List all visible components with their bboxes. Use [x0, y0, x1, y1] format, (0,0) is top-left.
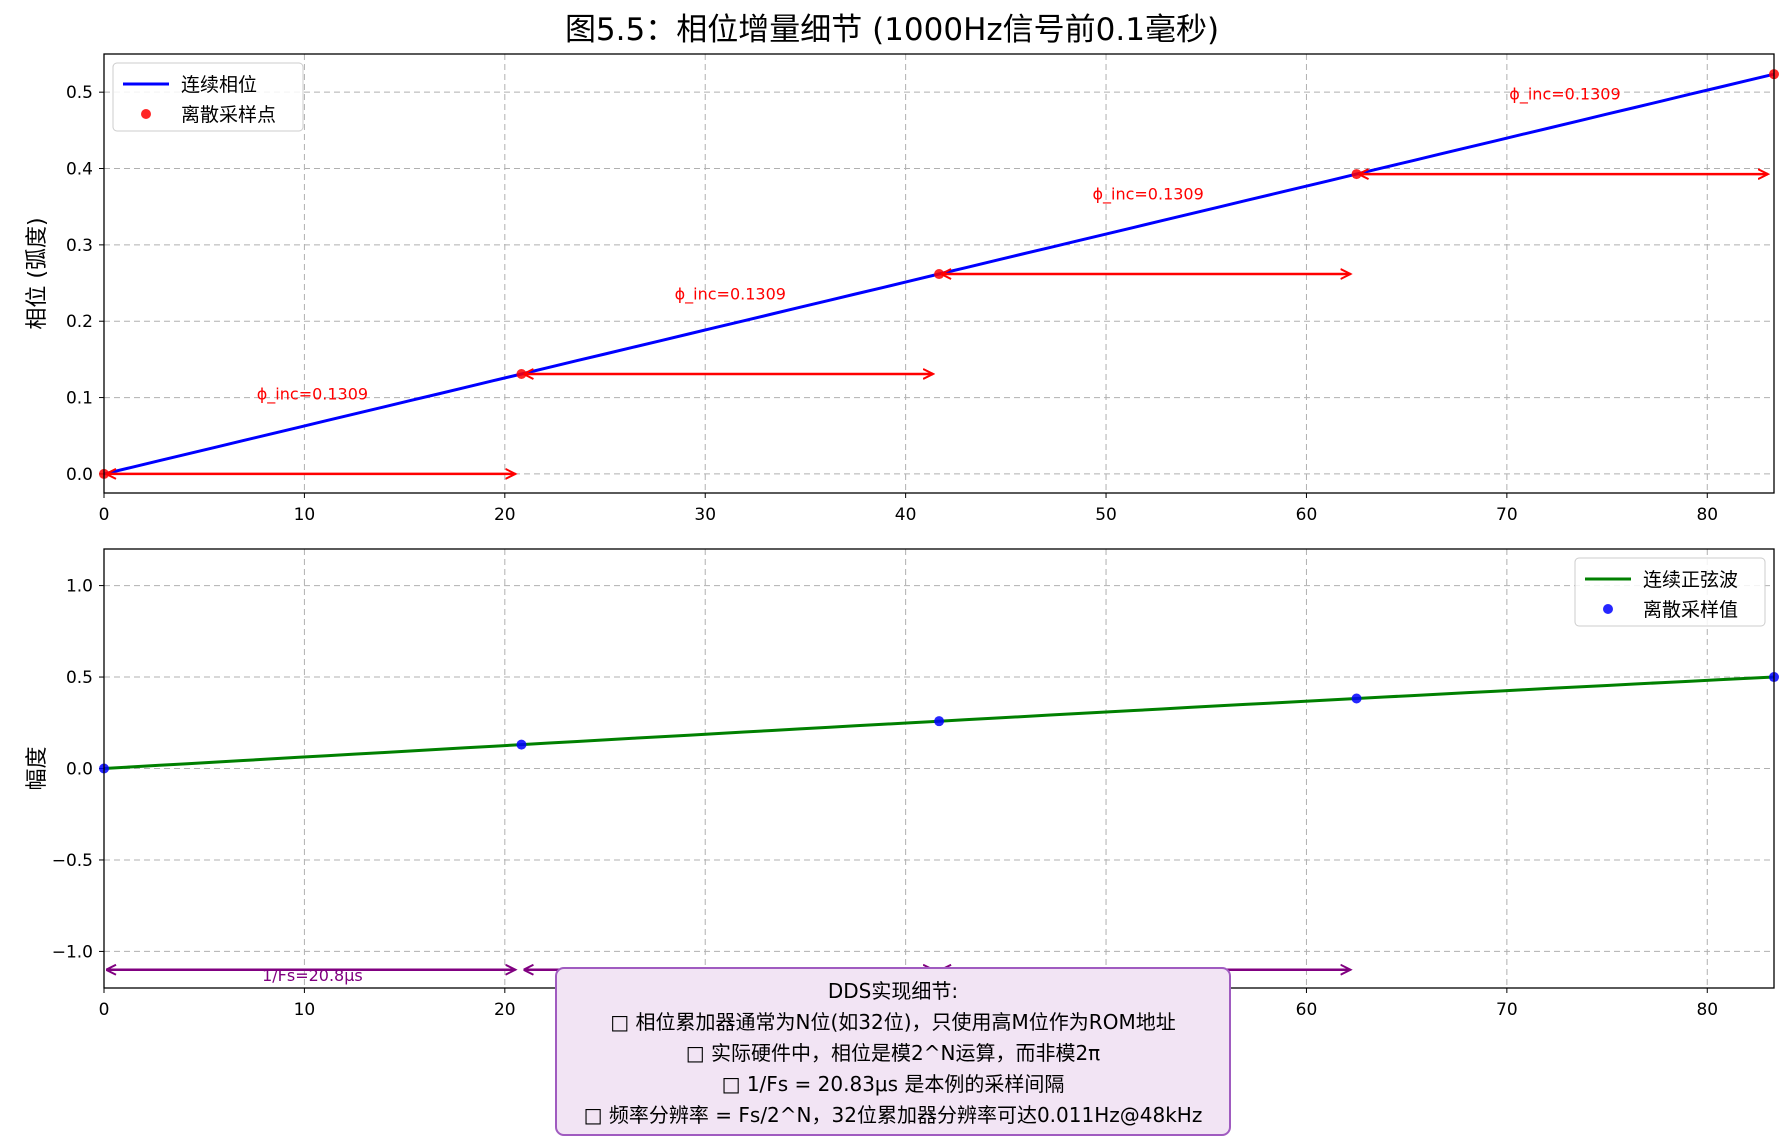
x-tick-label: 50 — [1095, 505, 1117, 525]
legend-point-swatch — [1603, 604, 1613, 614]
sample-point — [934, 716, 945, 727]
increment-label: ϕ_inc=0.1309 — [257, 385, 368, 405]
x-tick-label: 40 — [895, 505, 917, 525]
legend-box — [112, 62, 304, 132]
x-tick-label: 80 — [1696, 505, 1718, 525]
y-tick-label: 0.5 — [66, 668, 93, 688]
y-tick-label: −0.5 — [52, 851, 93, 871]
x-tick-label: 30 — [694, 505, 716, 525]
sample-point — [1351, 693, 1362, 704]
y-tick-label: 0.2 — [66, 312, 93, 332]
phase-tick-labels: 0 10 20 30 40 50 60 70 80 0.0 0.1 0.2 0.3 0.4 0.5 — [66, 83, 1718, 525]
sample-point — [516, 739, 527, 750]
increment-label: ϕ_inc=0.1309 — [675, 285, 786, 305]
notes-line: □ 相位累加器通常为N位(如32位)，只使用高M位作为ROM地址 — [610, 1010, 1176, 1034]
x-tick-label: 60 — [1296, 505, 1318, 525]
x-tick-label: 80 — [1696, 1000, 1718, 1020]
x-tick-label: 70 — [1496, 505, 1518, 525]
phase-panel: 0 10 20 30 40 50 60 70 80 0.0 0.1 0.2 0.3 0.4 0.5 ϕ_in… — [25, 53, 1779, 525]
amplitude-grid — [104, 549, 1774, 988]
legend-label: 连续相位 — [181, 74, 257, 96]
x-tick-label: 70 — [1496, 1000, 1518, 1020]
amplitude-series — [99, 672, 1779, 774]
amplitude-y-axis-label: 幅度 — [25, 746, 50, 790]
phase-axes-frame — [103, 53, 1775, 494]
dds-notes-box: DDS实现细节: □ 相位累加器通常为N位(如32位)，只使用高M位作为ROM地… — [555, 967, 1231, 1136]
legend-label: 离散采样点 — [181, 104, 276, 126]
legend-label: 离散采样值 — [1643, 599, 1738, 621]
y-tick-label: 0.0 — [66, 760, 93, 780]
x-tick-label: 20 — [494, 1000, 516, 1020]
y-tick-label: 1.0 — [66, 577, 93, 597]
y-tick-label: 0.0 — [66, 465, 93, 485]
increment-label: 1/Fs=20.8μs — [262, 966, 363, 985]
notes-line: □ 1/Fs = 20.83μs 是本例的采样间隔 — [721, 1072, 1065, 1096]
increment-label: ϕ_inc=0.1309 — [1509, 85, 1620, 105]
notes-heading: DDS实现细节: — [827, 979, 959, 1003]
notes-line: □ 频率分辨率 = Fs/2^N，32位累加器分辨率可达0.011Hz@48kH… — [583, 1103, 1203, 1127]
x-tick-label: 10 — [294, 505, 316, 525]
y-tick-label: 0.5 — [66, 83, 93, 103]
x-tick-label: 10 — [294, 1000, 316, 1020]
y-tick-label: 0.4 — [66, 160, 93, 180]
y-tick-label: 0.1 — [66, 389, 93, 409]
x-tick-label: 0 — [99, 1000, 110, 1020]
x-tick-label: 20 — [494, 505, 516, 525]
phase-series — [99, 69, 1779, 479]
x-tick-label: 0 — [99, 505, 110, 525]
legend-box — [1574, 557, 1766, 627]
phase-y-axis-label: 相位 (弧度) — [25, 217, 50, 329]
y-tick-label: −1.0 — [52, 942, 93, 962]
increment-label: ϕ_inc=0.1309 — [1092, 185, 1203, 205]
y-tick-label: 0.3 — [66, 236, 93, 256]
phase-annotations: ϕ_inc=0.1309 ϕ_inc=0.1309 ϕ_inc=0.1309 ϕ_in… — [106, 85, 1768, 474]
notes-line: □ 实际硬件中，相位是模2^N运算，而非模2π — [685, 1041, 1101, 1065]
legend-label: 连续正弦波 — [1643, 569, 1738, 591]
legend-point-swatch — [141, 109, 151, 119]
phase-grid — [104, 54, 1774, 493]
figure-title: 图5.5：相位增量细节 (1000Hz信号前0.1毫秒) — [565, 12, 1219, 48]
x-tick-label: 60 — [1296, 1000, 1318, 1020]
